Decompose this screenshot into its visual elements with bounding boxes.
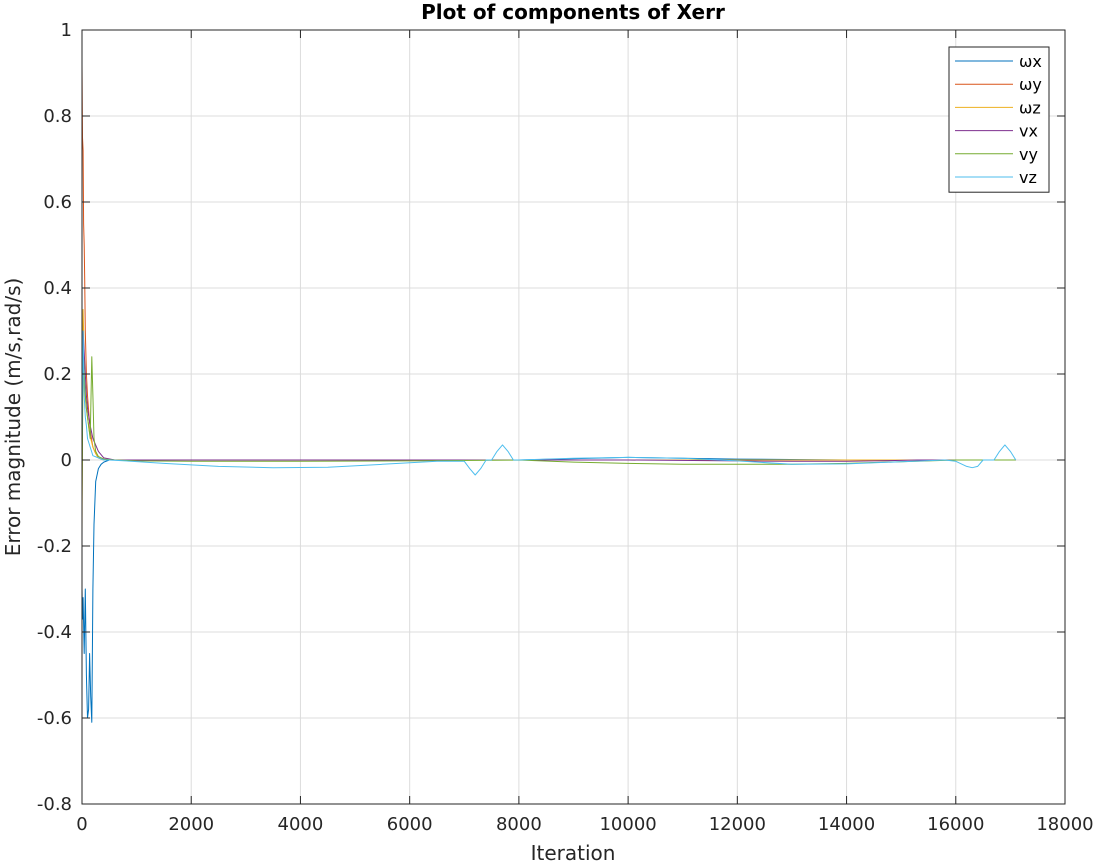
x-tick-label: 12000 <box>709 814 766 835</box>
plot-area-background <box>82 30 1065 804</box>
y-tick-label: -0.6 <box>37 708 72 729</box>
x-tick-label: 8000 <box>496 814 542 835</box>
y-tick-label: 0.2 <box>43 364 72 385</box>
y-tick-label: -0.2 <box>37 536 72 557</box>
x-tick-label: 0 <box>76 814 87 835</box>
x-axis-label: Iteration <box>531 841 616 865</box>
chart-title: Plot of components of Xerr <box>421 0 725 24</box>
series-line-3 <box>81 330 1016 462</box>
x-tick-label: 6000 <box>387 814 433 835</box>
y-tick-label: 0.8 <box>43 106 72 127</box>
x-tick-label: 2000 <box>168 814 214 835</box>
x-tick-label: 4000 <box>278 814 324 835</box>
legend-entry-label: vx <box>1019 122 1038 141</box>
x-tick-label: 10000 <box>599 814 656 835</box>
x-tick-label: 14000 <box>818 814 875 835</box>
y-tick-label: 0.4 <box>43 278 72 299</box>
legend-box <box>948 46 1050 193</box>
series-line-5 <box>81 330 1017 476</box>
y-tick-label: 0.6 <box>43 192 72 213</box>
y-tick-label: -0.8 <box>37 794 72 815</box>
legend-entry-label: vy <box>1019 145 1038 164</box>
legend: ωx ωy ωz vx vy vz <box>948 46 1050 193</box>
x-tick-label: 16000 <box>927 814 984 835</box>
legend-entry-label: ωz <box>1019 98 1041 117</box>
y-tick-label: 0 <box>61 450 72 471</box>
legend-entry-label: vz <box>1019 168 1037 187</box>
y-tick-label: -0.4 <box>37 622 72 643</box>
series-lines <box>81 64 1017 723</box>
y-tick-label: 1 <box>61 20 72 41</box>
axis-ticks: 0 2000 4000 6000 8000 10000 12000 14000 16000 180… <box>37 20 1094 835</box>
legend-entry-label: ωx <box>1019 52 1042 71</box>
x-tick-label: 18000 <box>1036 814 1093 835</box>
plot-area-frame <box>81 29 1066 805</box>
legend-entry-label: ωy <box>1019 75 1042 94</box>
y-axis-label: Error magnitude (m/s,rad/s) <box>1 278 25 557</box>
